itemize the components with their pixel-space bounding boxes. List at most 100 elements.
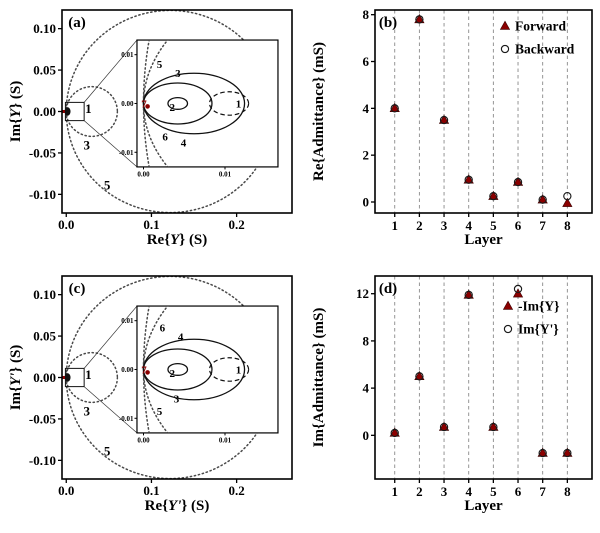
triangle-marker — [562, 197, 573, 207]
y-tick-label: 4 — [363, 381, 370, 396]
inset-y-tick-label: 0.00 — [121, 366, 134, 374]
circle-marker — [390, 428, 399, 438]
inset-y-tick-label: -0.01 — [119, 149, 134, 157]
circle-number-label: 5 — [104, 177, 111, 192]
inset-curve-label: 6 — [160, 322, 166, 334]
legend-label: Forward — [515, 19, 566, 34]
inset-curve-label: 2 — [169, 368, 175, 380]
inset-curve — [167, 362, 189, 376]
inset-box — [136, 305, 279, 434]
x-tick-label: 3 — [441, 218, 448, 233]
inset-layer7-marker — [145, 104, 150, 109]
circle-marker — [563, 448, 572, 458]
y-tick-label: 0.05 — [33, 329, 56, 344]
x-tick-label: 6 — [515, 484, 522, 499]
inset-y-tick-label: -0.01 — [119, 415, 134, 423]
y-tick-label: -0.05 — [29, 145, 57, 160]
inset-y-tick-label: 0.01 — [121, 51, 134, 59]
circle-marker — [538, 195, 547, 204]
panel-label: (c) — [69, 281, 86, 297]
triangle-marker — [499, 20, 511, 30]
axes-frame — [374, 9, 593, 214]
circle-marker — [500, 44, 510, 54]
circle-marker — [439, 422, 449, 432]
y-tick-label: 2 — [363, 148, 370, 163]
inset-box — [136, 39, 279, 168]
y-tick-label: 0.10 — [33, 287, 56, 302]
circle-marker — [390, 104, 399, 113]
panel-b-re-admittance-chart: 1 2 3 4 5 6 7 8 0 2 4 6 8 Forward Backward Layer Re{Admi… — [311, 7, 593, 248]
x-tick-label: 0.1 — [143, 217, 159, 232]
circle-marker — [503, 324, 513, 334]
panel-label: (d) — [379, 281, 397, 297]
legend-label: -Im{Y} — [518, 299, 559, 314]
inset-curve — [142, 82, 213, 125]
inset-x-tick-label: 0.00 — [137, 436, 150, 444]
y-tick-label: 4 — [363, 101, 370, 116]
panel-d-im-admittance-chart: 1 2 3 4 5 6 7 804812-Im{Y}Im{Y'}LayerIm{Admitta… — [311, 275, 593, 514]
zoom-connector-line — [83, 305, 138, 369]
inset-curve — [208, 357, 250, 382]
inset-plot-area — [142, 40, 250, 167]
inset-x-tick-label: 0.00 — [137, 170, 150, 178]
axes-frame — [374, 275, 593, 480]
circle-marker — [464, 290, 473, 300]
panel-label: (b) — [379, 15, 397, 31]
inset-curve-label: 3 — [174, 393, 180, 405]
x-tick-label: 8 — [564, 218, 571, 233]
x-tick-label: 0.0 — [58, 483, 74, 498]
x-tick-label: 0.0 — [58, 217, 74, 232]
inset-curve-label: 7 — [141, 364, 147, 376]
y-tick-label: 0.05 — [33, 63, 56, 78]
circle-number-label: 3 — [83, 138, 90, 153]
circle-marker — [489, 422, 498, 432]
y-tick-label: 0 — [363, 428, 370, 443]
x-tick-label: 7 — [539, 218, 546, 233]
x-tick-label: 4 — [465, 484, 472, 499]
y-tick-label: 8 — [363, 7, 370, 22]
inset-curve-label: 1 — [236, 364, 242, 376]
origin-marker — [64, 107, 71, 116]
circle-number-label: 1 — [85, 101, 92, 116]
y-axis-label: Im{Y'} (S) — [8, 345, 24, 411]
x-tick-label: 7 — [539, 484, 546, 499]
inset-curve-label: 4 — [178, 331, 184, 343]
circle-marker — [415, 372, 424, 381]
inset-curve-label: 1 — [236, 98, 242, 110]
circle-marker — [513, 284, 523, 294]
inset-curve-label: 5 — [157, 59, 163, 71]
x-tick-label: 4 — [465, 218, 472, 233]
y-tick-label: 12 — [356, 286, 369, 301]
legend-label: Im{Y'} — [518, 322, 559, 337]
inset-plot-area — [142, 306, 250, 433]
inset-layer7-marker — [145, 370, 150, 375]
inset-x-tick-label: 0.01 — [219, 170, 232, 178]
legend-label: Backward — [515, 42, 575, 57]
y-tick-label: 0.10 — [33, 21, 56, 36]
zoom-connector-line — [83, 386, 138, 434]
y-tick-label: -0.05 — [29, 411, 57, 426]
circle-number-label: 5 — [104, 443, 111, 458]
y-axis-label: Im{Admittance} (mS) — [311, 308, 327, 448]
circle-marker — [513, 177, 523, 187]
inset-x-tick-label: 0.01 — [219, 436, 232, 444]
layer7-origin-marker — [62, 110, 66, 113]
zoom-connector-line — [83, 120, 138, 168]
x-tick-label: 2 — [416, 218, 423, 233]
circle-marker — [415, 15, 424, 24]
x-tick-label: 5 — [490, 218, 497, 233]
circle-marker — [563, 191, 572, 201]
circle-number-label: 3 — [83, 404, 90, 419]
inset-y-tick-label: 0.00 — [121, 100, 134, 108]
panel-label: (a) — [68, 15, 86, 31]
y-axis-label: Im{Y} (S) — [8, 81, 24, 142]
x-tick-label: 2 — [416, 484, 423, 499]
admittance-circle — [65, 85, 119, 138]
x-axis-label: Re{Y'} (S) — [145, 498, 210, 514]
y-tick-label: -0.10 — [29, 453, 56, 468]
y-tick-label: 0 — [363, 194, 370, 209]
x-tick-label: 6 — [515, 218, 522, 233]
x-tick-label: 5 — [490, 484, 497, 499]
zoom-connector-line — [83, 39, 138, 103]
